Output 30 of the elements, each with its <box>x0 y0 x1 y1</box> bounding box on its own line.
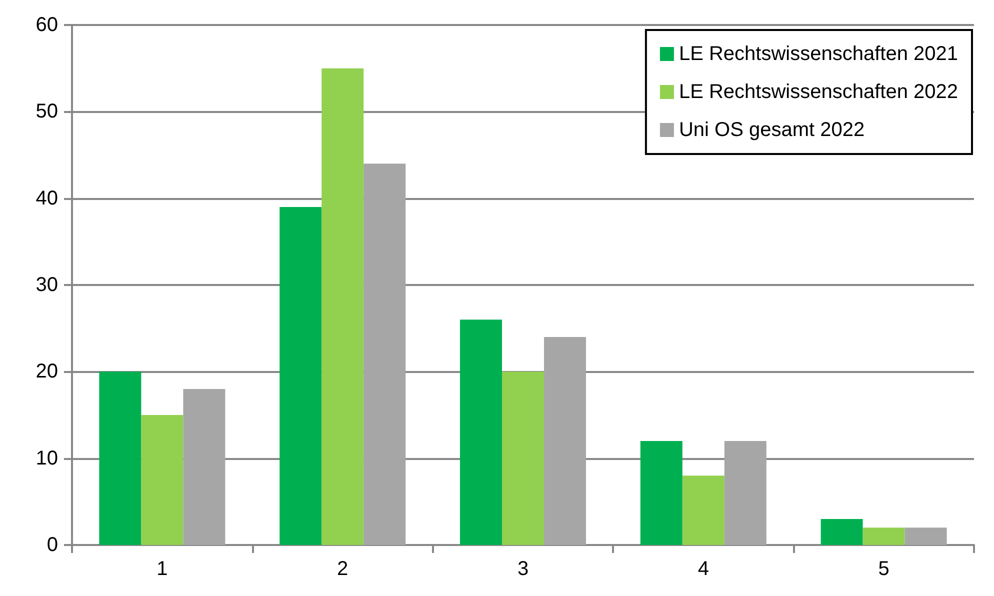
bar <box>322 68 364 545</box>
bar <box>364 164 406 545</box>
legend-label: LE Rechtswissenschaften 2021 <box>678 43 958 65</box>
y-tick-label: 0 <box>46 534 58 556</box>
bar <box>141 415 184 545</box>
bar <box>183 389 226 545</box>
bar <box>280 207 322 545</box>
bar <box>99 372 142 545</box>
bar <box>904 528 947 545</box>
y-tick-label: 50 <box>36 100 58 123</box>
bar <box>544 337 586 545</box>
y-tick-label: 20 <box>36 360 58 383</box>
x-tick-label: 5 <box>878 558 890 580</box>
bar <box>460 320 502 545</box>
bar <box>724 441 766 545</box>
x-tick-label: 2 <box>337 558 348 580</box>
y-tick-label: 60 <box>36 14 58 36</box>
y-tick-label: 40 <box>36 187 58 210</box>
bar <box>862 528 905 545</box>
bar <box>640 441 682 545</box>
y-tick-label: 10 <box>36 447 58 470</box>
legend-label: Uni OS gesamt 2022 <box>678 119 865 141</box>
x-tick-label: 3 <box>517 558 529 580</box>
y-tick-label: 30 <box>36 274 58 296</box>
legend-label: LE Rechtswissenschaften 2022 <box>678 81 958 103</box>
bar <box>682 476 724 545</box>
bar <box>502 372 544 545</box>
x-tick-label: 1 <box>156 558 168 580</box>
x-tick-label: 4 <box>698 558 709 580</box>
bar <box>820 519 863 545</box>
